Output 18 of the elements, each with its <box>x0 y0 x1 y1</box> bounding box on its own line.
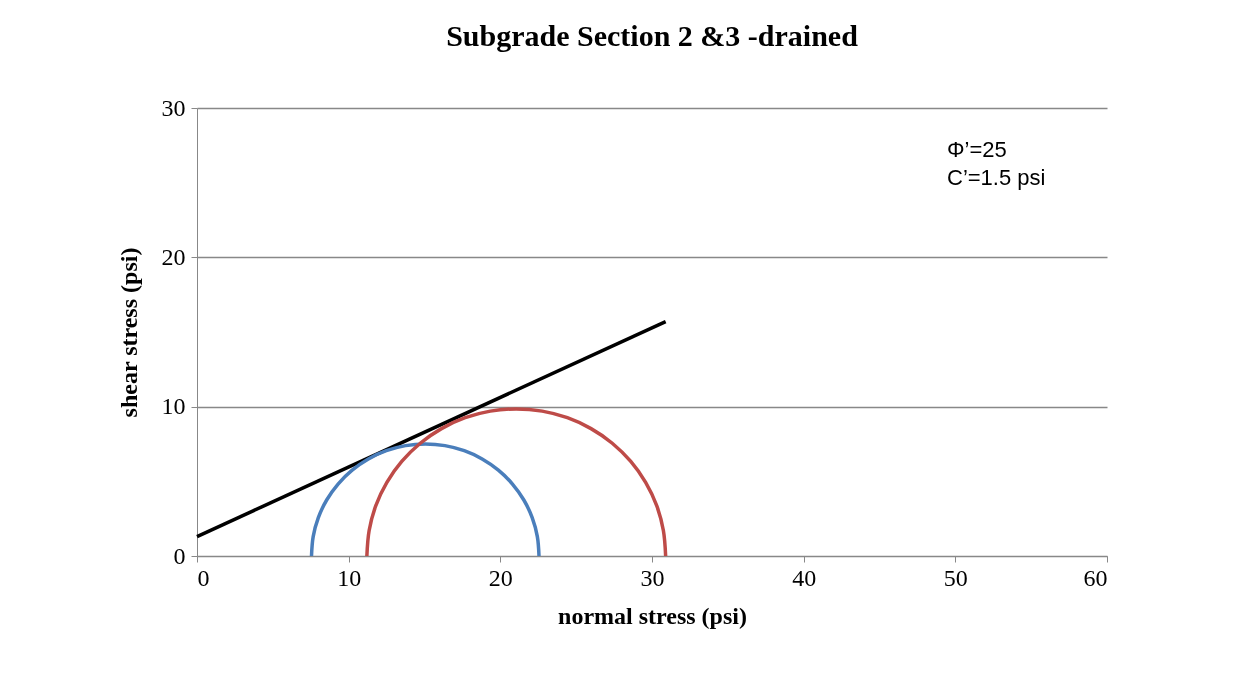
x-tick-label: 60 <box>1083 564 1108 591</box>
x-tick-label: 50 <box>943 564 968 591</box>
x-tick-label: 30 <box>640 564 665 591</box>
x-tick-label: 20 <box>488 564 513 591</box>
annotation: C’=1.5 psi <box>947 165 1046 190</box>
line-series <box>309 442 541 558</box>
y-tick-label: 10 <box>161 393 186 420</box>
line-series <box>365 407 668 558</box>
chart-title: Subgrade Section 2 &3 -drained <box>446 19 859 52</box>
y-tick-label: 30 <box>161 94 186 121</box>
annotation: Φ’=25 <box>947 137 1007 162</box>
y-axis-title: shear stress (psi) <box>115 247 142 418</box>
x-tick-label: 40 <box>792 564 817 591</box>
y-tick-label: 20 <box>161 243 186 270</box>
y-tick-label: 0 <box>173 542 186 569</box>
x-tick-label: 0 <box>197 564 210 591</box>
x-tick-label: 10 <box>337 564 362 591</box>
x-axis-title: normal stress (psi) <box>558 602 747 629</box>
